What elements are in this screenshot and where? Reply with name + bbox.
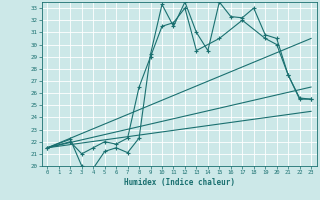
X-axis label: Humidex (Indice chaleur): Humidex (Indice chaleur) [124, 178, 235, 187]
